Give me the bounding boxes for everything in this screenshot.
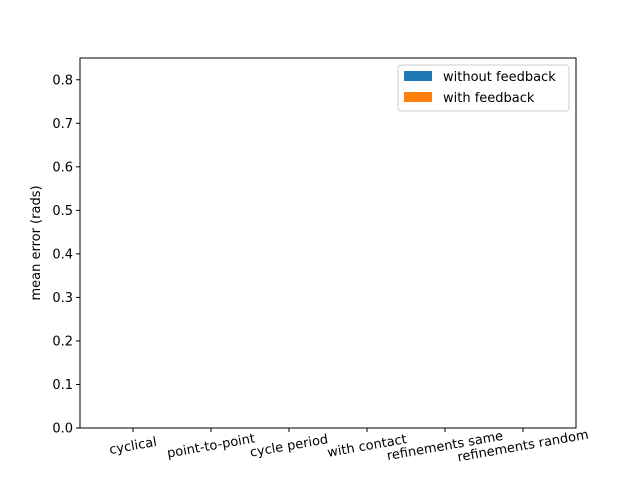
- y-tick-label: 0.2: [52, 334, 73, 349]
- y-tick-label: 0.4: [52, 247, 73, 262]
- legend-swatch-without-feedback: [404, 71, 432, 81]
- legend-label-with-feedback: with feedback: [443, 91, 535, 106]
- legend-box: [397, 64, 570, 112]
- y-tick-label: 0.0: [52, 422, 73, 437]
- legend: without feedback with feedback: [397, 64, 570, 112]
- y-axis: 0.0 0.1 0.2 0.3 0.4 0.5 0.6 0.7 0.8: [52, 73, 80, 437]
- y-tick-label: 0.5: [52, 204, 73, 219]
- plot-frame: [79, 57, 577, 429]
- y-tick-label: 0.7: [52, 117, 73, 132]
- y-tick-label: 0.6: [52, 160, 73, 175]
- legend-swatch-with-feedback: [404, 92, 432, 102]
- legend-label-without-feedback: without feedback: [443, 70, 556, 85]
- y-axis-label: mean error (rads): [29, 185, 44, 300]
- y-tick-label: 0.8: [52, 73, 73, 88]
- y-tick-label: 0.3: [52, 291, 73, 306]
- y-tick-label: 0.1: [52, 378, 73, 393]
